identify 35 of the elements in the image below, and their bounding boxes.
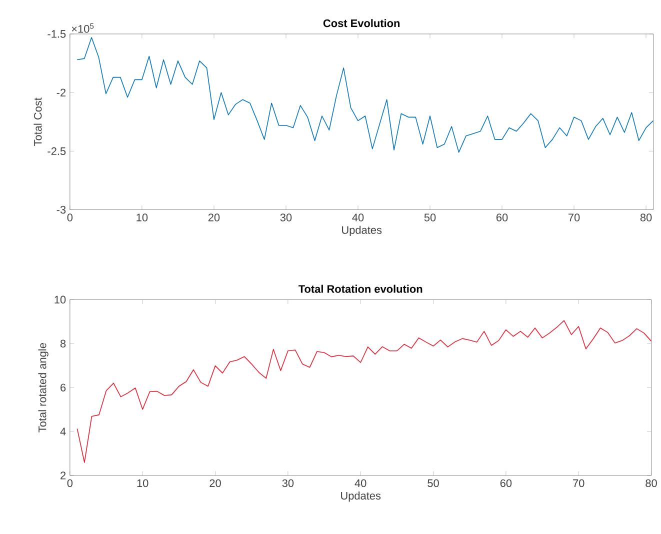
x-tick-label: 60 <box>496 213 508 222</box>
x-tick-label: 70 <box>573 479 584 487</box>
y-tick-label: -2 <box>56 88 66 96</box>
y-tick-label: -1.5 <box>48 30 66 38</box>
x-tick-label: 70 <box>568 213 580 222</box>
y-tick-label: 10 <box>54 296 66 304</box>
y-tick-label: -3 <box>56 206 66 214</box>
y-tick-label: 6 <box>60 384 66 392</box>
line-series <box>76 320 652 463</box>
text: ×10$^{5}$ <box>72 23 94 33</box>
x-tick-label: 20 <box>208 213 220 222</box>
y-tick-label: -2.5 <box>48 147 66 155</box>
y-tick-label: 4 <box>60 428 66 436</box>
y-axis-title: Total rotated angle <box>38 342 48 432</box>
x-tick-label: 60 <box>500 479 512 487</box>
x-tick-label: 0 <box>67 213 73 222</box>
x-tick-label: 50 <box>428 479 439 487</box>
x-tick-label: 0 <box>67 479 73 487</box>
x-tick-label: 20 <box>210 479 221 487</box>
y-axis-title: Total Cost <box>34 97 42 146</box>
chart-title: Total Rotation evolution <box>298 284 422 293</box>
chart-title: Cost Evolution <box>323 18 400 27</box>
x-tick-label: 30 <box>280 213 292 222</box>
x-tick-label: 80 <box>646 479 657 487</box>
x-axis-title: Updates <box>341 491 381 502</box>
x-axis-title: Updates <box>342 226 382 236</box>
x-tick-label: 80 <box>640 213 652 222</box>
x-tick-label: 40 <box>352 213 364 222</box>
x-tick-label: 10 <box>136 213 148 222</box>
y-tick-label: 8 <box>60 340 66 348</box>
x-tick-label: 50 <box>424 213 436 222</box>
x-tick-label: 30 <box>282 479 294 487</box>
x-tick-label: 40 <box>354 479 366 487</box>
x-tick-label: 10 <box>137 479 148 487</box>
y-tick-label: 2 <box>60 471 66 480</box>
